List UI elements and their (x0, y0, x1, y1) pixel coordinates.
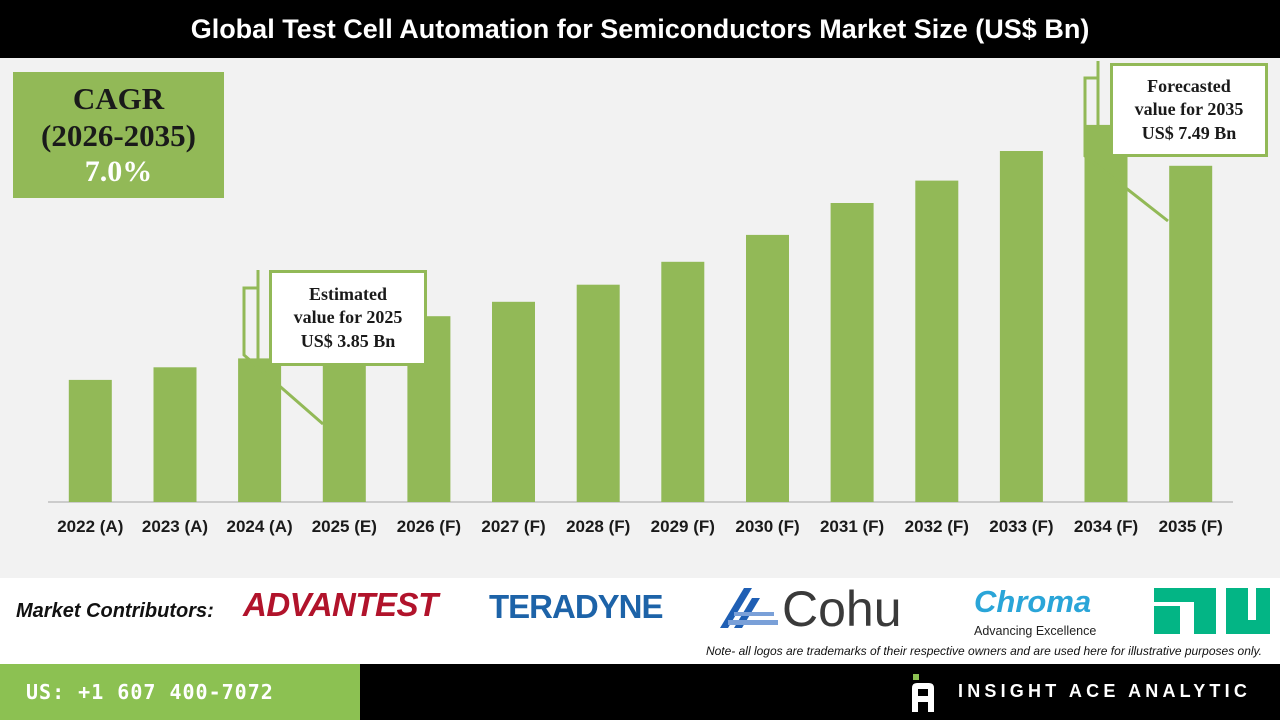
cohu-logo: Cohu (782, 581, 902, 637)
bar-2022-a (68, 379, 112, 502)
x-tick-label: 2027 (F) (481, 517, 545, 536)
teradyne-logo: TERADYNE (489, 588, 664, 625)
x-tick-label: 2023 (A) (142, 517, 208, 536)
callout-2035-connector (1083, 76, 1169, 223)
chroma-logo-group: Chroma Advancing Excellence (972, 584, 1112, 640)
callout-line: value for 2025 (293, 307, 403, 328)
x-tick-label: 2029 (F) (651, 517, 715, 536)
bar-2029-f (661, 261, 705, 502)
callout-value: US$ 3.85 Bn (300, 330, 396, 351)
brand-footer: INSIGHT ACE ANALYTIC (360, 664, 1280, 720)
x-tick-label: 2031 (F) (820, 517, 884, 536)
advantest-logo: ADVANTEST (243, 586, 438, 623)
x-tick-label: 2030 (F) (735, 517, 799, 536)
callout-value: US$ 7.49 Bn (1141, 122, 1237, 143)
callout-line: Forecasted (1147, 75, 1231, 96)
phone-contact: US: +1 607 400-7072 (0, 664, 360, 720)
bar-2027-f (492, 301, 535, 502)
bar-2032-f (915, 180, 959, 502)
bar-2030-f (746, 234, 789, 502)
callout-2025-connector (242, 286, 324, 426)
cohu-mark-icon (720, 588, 778, 628)
callout-line: value for 2035 (1134, 99, 1244, 120)
chart-title: Global Test Cell Automation for Semicond… (0, 0, 1280, 58)
bar-2035-f (1169, 165, 1213, 503)
ni-logo-icon (1154, 588, 1270, 634)
callout-line: Estimated (309, 283, 387, 304)
bar-2023-a (153, 367, 197, 502)
x-tick-label: 2026 (F) (397, 517, 461, 536)
x-tick-label: 2032 (F) (905, 517, 969, 536)
chroma-tagline: Advancing Excellence (974, 624, 1097, 638)
bar-group (68, 124, 1213, 503)
bar-2033-f (999, 151, 1043, 502)
insight-ace-logo-icon (912, 674, 934, 712)
cagr-label: CAGR (72, 80, 165, 116)
cagr-value: 7.0% (84, 155, 153, 189)
cohu-logo-group: Cohu (718, 581, 918, 637)
x-tick-label: 2035 (F) (1159, 517, 1223, 536)
bar-2028-f (576, 284, 620, 502)
forecasted-2035-callout: Forecasted value for 2035 US$ 7.49 Bn (1110, 63, 1268, 157)
bar-2031-f (830, 203, 874, 502)
bar-2034-f (1084, 124, 1128, 503)
cagr-period: (2026-2035) (41, 118, 196, 153)
cagr-box: CAGR (2026-2035) 7.0% (13, 72, 224, 198)
x-tick-label: 2034 (F) (1074, 517, 1138, 536)
x-tick-label: 2022 (A) (57, 517, 123, 536)
brand-name: INSIGHT ACE ANALYTIC (958, 681, 1252, 701)
chart-area: 2022 (A) 2023 (A) 2024 (A) 2025 (E) 2026 (F)… (0, 58, 1280, 578)
market-contributors-section: Market Contributors: ADVANTEST TERADYNE … (0, 578, 1280, 664)
x-tick-label: 2024 (A) (227, 517, 293, 536)
x-tick-label-group: 2022 (A) 2023 (A) 2024 (A) 2025 (E) 2026 (F)… (57, 517, 1223, 536)
x-tick-label: 2025 (E) (312, 517, 377, 536)
market-contributors-label: Market Contributors: (16, 600, 214, 622)
x-tick-label: 2028 (F) (566, 517, 630, 536)
trademark-note: Note- all logos are trademarks of their … (705, 644, 1262, 658)
x-tick-label: 2033 (F) (989, 517, 1053, 536)
chroma-logo: Chroma (974, 584, 1092, 619)
estimated-2025-callout: Estimated value for 2025 US$ 3.85 Bn (269, 270, 427, 366)
